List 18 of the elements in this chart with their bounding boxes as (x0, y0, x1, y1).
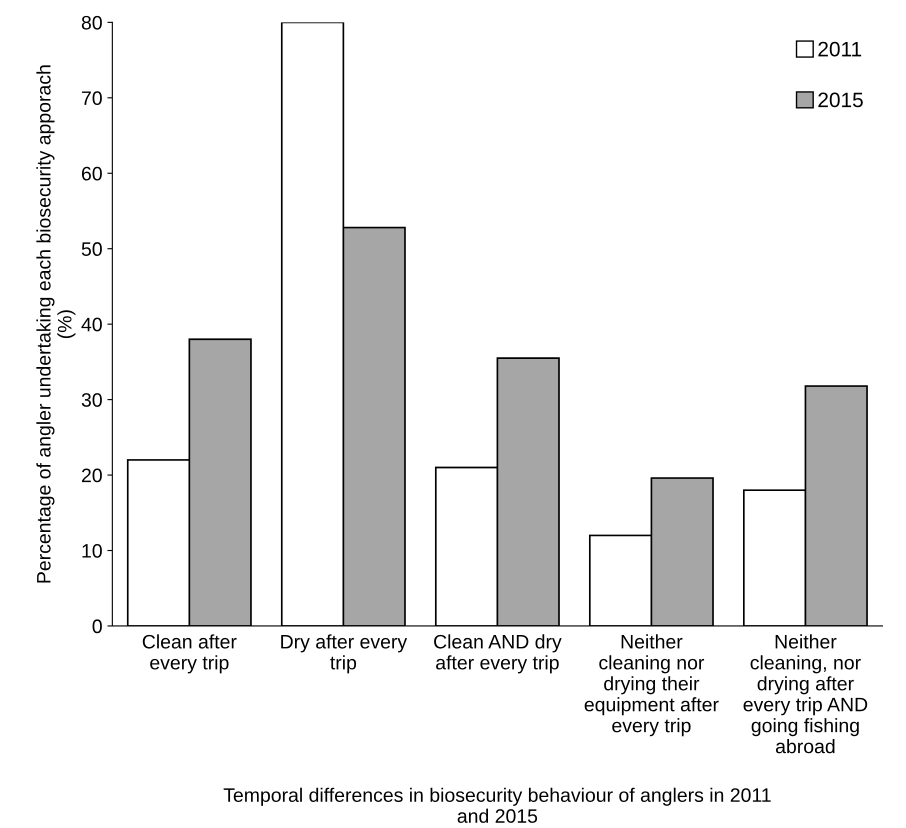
y-tick-label: 80 (82, 16, 102, 30)
x-tick-label: Clean AND dry after every trip (434, 634, 562, 674)
x-axis-title: Temporal differences in biosecurity behaviour of anglers in 2011 and 2015 (224, 788, 771, 823)
x-tick-label: Neither cleaning, nor drying after every trip AND going fishing abroad (744, 634, 868, 754)
y-tick-label: 40 (81, 318, 102, 332)
x-tick-label: Dry after every trip (281, 634, 408, 674)
y-tick-label: 50 (82, 242, 102, 256)
x-tick-label: Clean after every trip (142, 634, 237, 674)
legend-label: 2015 (818, 92, 863, 108)
y-tick-label: 10 (82, 544, 102, 558)
y-tick-label: 20 (82, 468, 102, 482)
y-tick-label: 0 (92, 619, 102, 634)
y-tick-label: 70 (82, 91, 102, 106)
legend-label: 2011 (818, 42, 862, 57)
y-axis-title: Percentage of angler undertaking each biosecurity apporach (%) (36, 65, 76, 583)
y-tick-label: 60 (82, 166, 102, 180)
x-tick-label: Neither cleaning nor drying their equipment after every trip (584, 634, 719, 736)
y-tick-label: 30 (82, 393, 102, 407)
